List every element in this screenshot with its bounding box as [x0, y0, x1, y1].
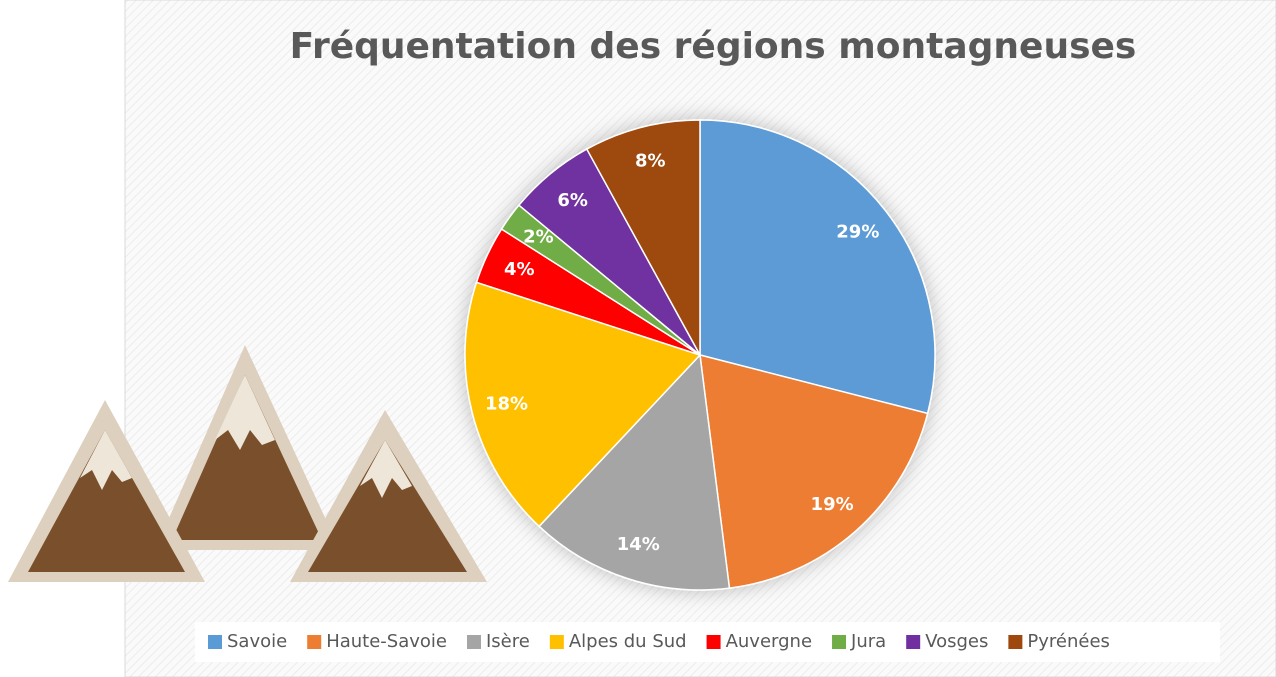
data-label: 8%	[635, 151, 666, 172]
legend: Savoie Haute-Savoie Isère Alpes du Sud Auver…	[208, 631, 1110, 652]
legend-label: Haute-Savoie	[326, 631, 447, 652]
legend-label: Vosges	[925, 631, 988, 652]
data-label: 2%	[523, 227, 554, 248]
legend-label: Auvergne	[726, 631, 812, 652]
chart: Fréquentation des régions montagneuses 2…	[0, 0, 1276, 677]
legend-label: Savoie	[227, 631, 287, 652]
legend-label: Alpes du Sud	[569, 631, 687, 652]
data-label: 6%	[557, 190, 588, 211]
legend-swatch	[906, 635, 920, 649]
legend-label: Pyrénées	[1027, 631, 1110, 652]
chart-title: Fréquentation des régions montagneuses	[290, 26, 1137, 67]
data-label: 29%	[836, 222, 879, 243]
legend-swatch	[307, 635, 321, 649]
legend-swatch	[707, 635, 721, 649]
legend-swatch	[208, 635, 222, 649]
legend-swatch	[832, 635, 846, 649]
data-label: 18%	[485, 394, 528, 415]
legend-swatch	[467, 635, 481, 649]
legend-label: Jura	[850, 631, 886, 652]
legend-swatch	[1008, 635, 1022, 649]
data-label: 19%	[811, 494, 854, 515]
legend-label: Isère	[486, 631, 530, 652]
data-label: 4%	[504, 259, 535, 280]
legend-swatch	[550, 635, 564, 649]
page: Fréquentation des régions montagneuses 2…	[0, 0, 1276, 677]
data-label: 14%	[617, 534, 660, 555]
pie	[465, 120, 935, 590]
